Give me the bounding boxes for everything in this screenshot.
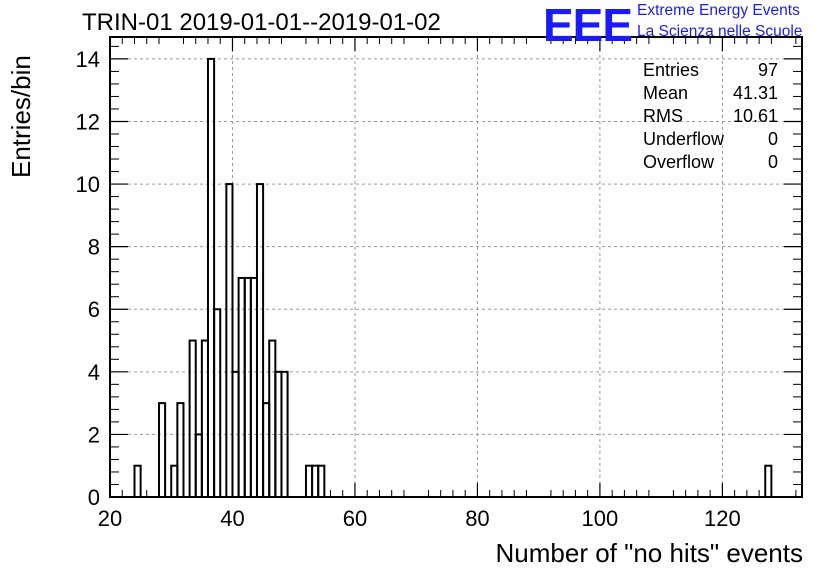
- chart-title: TRIN-01 2019-01-01--2019-01-02: [82, 9, 441, 36]
- stat-entries-value: 97: [757, 60, 778, 80]
- logo-line-1: Extreme Energy Events: [637, 2, 800, 19]
- y-tick-label: 0: [88, 485, 100, 510]
- histogram-bin: [133, 464, 142, 499]
- histogram-bin: [176, 402, 185, 498]
- y-tick-label: 4: [88, 360, 100, 385]
- x-tick-label: 20: [98, 506, 122, 531]
- x-tick-label: 40: [220, 506, 244, 531]
- grid-lines: [110, 37, 802, 497]
- x-tick-label: 80: [465, 506, 489, 531]
- y-tick-label: 6: [88, 297, 100, 322]
- stat-underflow-value: 0: [767, 129, 778, 149]
- x-tick-label: 120: [704, 506, 741, 531]
- x-tick-label: 60: [343, 506, 367, 531]
- histogram-bin: [157, 402, 167, 498]
- y-tick-label: 14: [76, 47, 100, 72]
- eee-logo-mark: EEE: [543, 0, 633, 51]
- axis-ticks: [109, 37, 802, 498]
- y-axis-label: Entries/bin: [6, 55, 36, 178]
- stat-rms-value: 10.61: [732, 106, 778, 126]
- y-tick-label: 2: [88, 422, 100, 447]
- stat-rms-label: RMS: [643, 106, 683, 126]
- stat-entries-label: Entries: [643, 60, 700, 80]
- y-tick-label: 8: [88, 235, 100, 260]
- stat-mean-value: 41.31: [732, 83, 778, 103]
- stat-overflow-value: 0: [767, 152, 778, 172]
- stat-overflow-label: Overflow: [643, 152, 715, 172]
- logo-line-2: La Scienza nelle Scuole: [637, 23, 803, 40]
- y-tick-label: 12: [76, 109, 100, 134]
- stat-underflow-label: Underflow: [643, 129, 725, 149]
- histogram-bin: [213, 308, 222, 498]
- y-tick-label: 10: [76, 172, 100, 197]
- histogram-bin: [764, 464, 773, 499]
- x-tick-label: 100: [582, 506, 619, 531]
- x-axis-label: Number of "no hits" events: [495, 538, 804, 568]
- tick-labels: 20 40 60 80 100 120 0 2 4 6 8 10 12 14: [76, 47, 741, 531]
- histogram-bin: [317, 464, 326, 499]
- stat-mean-label: Mean: [643, 83, 689, 103]
- plot-frame: [109, 36, 803, 498]
